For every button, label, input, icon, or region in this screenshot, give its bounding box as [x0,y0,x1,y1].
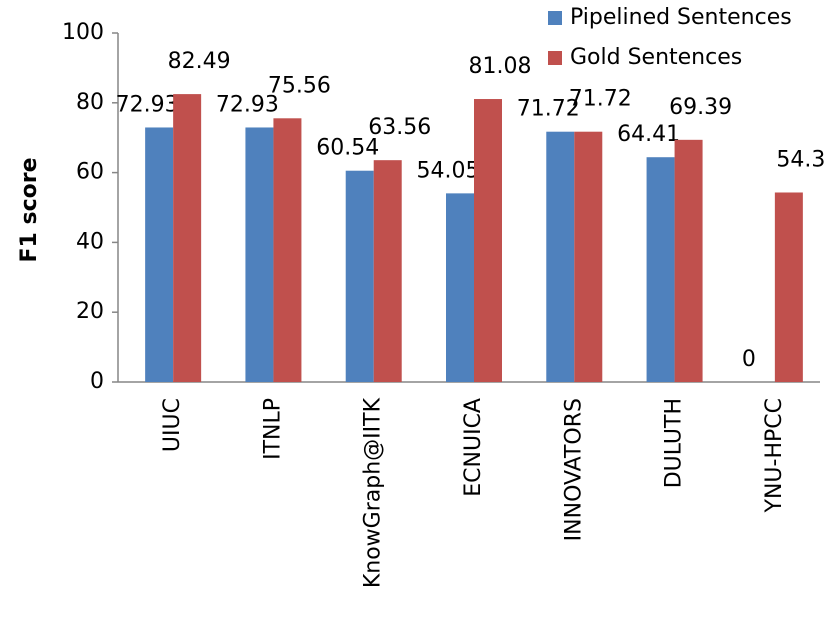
data-label: 0 [742,347,756,372]
x-tick-label: INNOVATORS [561,398,586,541]
bar [373,160,402,382]
data-label: 64.41 [617,122,680,147]
x-tick-label: KnowGraph@IITK [361,397,386,588]
legend-label: Pipelined Sentences [570,5,792,30]
y-tick-label: 0 [90,369,104,394]
y-axis-label: F1 score [17,157,42,262]
bar [674,139,703,382]
y-tick-label: 100 [62,20,104,45]
bar [245,127,274,382]
data-label: 82.49 [168,49,231,74]
y-tick-label: 40 [76,229,104,254]
bar [646,157,675,382]
x-tick-label: YNU-HPCC [762,398,787,513]
bar [574,131,603,382]
y-tick-label: 20 [76,299,104,324]
data-label: 60.54 [316,136,379,161]
legend-swatch [548,11,562,25]
y-tick-label: 60 [76,160,104,185]
bar [145,127,174,382]
x-tick-label: UIUC [160,398,185,452]
data-label: 71.72 [569,87,632,112]
bar [446,193,474,382]
bar [173,94,202,383]
data-label: 71.72 [517,97,580,122]
x-tick-label: ITNLP [260,398,285,460]
data-label: 69.39 [669,95,732,120]
data-label: 75.56 [268,73,331,98]
bar [273,118,302,383]
data-label: 72.93 [216,92,279,117]
data-label: 81.08 [469,54,532,79]
legend-swatch [548,51,562,65]
data-label: 63.56 [368,115,431,140]
data-label: 54.05 [417,158,480,183]
data-label: 54.3 [776,147,825,172]
bar [774,192,803,382]
x-tick-label: DULUTH [662,398,687,488]
bar [345,170,374,382]
legend-label: Gold Sentences [570,45,742,70]
x-tick-label: ECNUICA [461,398,486,497]
data-label: 72.93 [116,92,179,117]
y-tick-label: 80 [76,90,104,115]
bar [474,99,502,383]
bar [546,131,575,382]
